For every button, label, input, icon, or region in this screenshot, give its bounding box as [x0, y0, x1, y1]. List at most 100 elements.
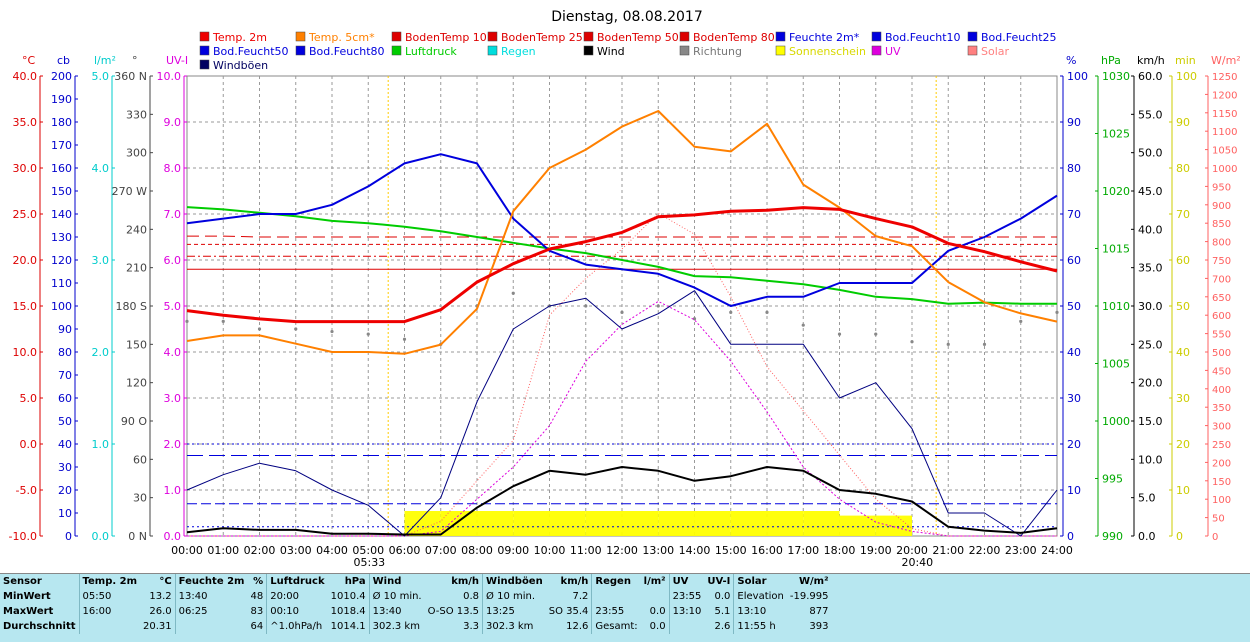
x-tick-label: 00:00 [171, 544, 203, 557]
statistics-cell: Ø 10 min. [482, 589, 546, 604]
richtung-point [656, 304, 660, 308]
x-tick-label: 11:00 [570, 544, 602, 557]
axis-tick-label: 35.0 [13, 116, 38, 129]
legend-swatch [487, 45, 498, 56]
axis-unit: l/m² [94, 54, 116, 67]
uv-series-line [187, 300, 1057, 537]
richtung-point [692, 317, 697, 321]
statistics-cell: 1018.4 [330, 606, 366, 617]
axis-tick-label: 40.0 [1138, 223, 1163, 236]
legend-swatch [967, 31, 978, 42]
richtung-point [982, 342, 987, 346]
sunset-label: 20:40 [901, 556, 933, 569]
legend-label: Regen [501, 45, 536, 58]
x-tick-label: 20:00 [896, 544, 928, 557]
axis-tick-label: 400 [1212, 385, 1231, 396]
x-tick-label: 15:00 [715, 544, 747, 557]
statistics-cell: 2.6 [714, 621, 731, 632]
legend-swatch [679, 31, 690, 42]
statistics-header-cell: Sensor [3, 576, 42, 587]
axis-tick-label: 20 [1176, 438, 1190, 451]
axis-tick-label: 850 [1212, 219, 1231, 230]
statistics-cell: 64 [250, 621, 264, 632]
x-tick-label: 24:00 [1041, 544, 1073, 557]
axis-tick-label: 5.0 [1138, 492, 1156, 505]
axis-tick-label: 190 [51, 93, 72, 106]
feuchte-2m-series-line [186, 153, 1058, 307]
axis-tick-label: 9.0 [164, 116, 182, 129]
x-tick-label: 04:00 [316, 544, 348, 557]
axis-tick-label: 3.0 [164, 392, 182, 405]
legend-swatch [391, 45, 402, 56]
axis-tick-label: 5.0 [20, 392, 38, 405]
legend-label: Windböen [213, 59, 268, 72]
axis-tick-label: 45.0 [1138, 185, 1163, 198]
legend-label: UV [885, 45, 901, 58]
statistics-cell: 16:00 [78, 604, 141, 619]
axis-tick-label: 1150 [1212, 109, 1237, 120]
statistics-cell: 23:55 [668, 589, 705, 604]
axis-tick-label: 100 [51, 300, 72, 313]
axis-tick-label: 40 [1176, 346, 1190, 359]
richtung-point [584, 304, 588, 308]
axis-tick-label: 0 [1067, 530, 1074, 543]
statistics-cell: 0.0 [649, 606, 666, 617]
axis-tick-label: 330 [126, 108, 147, 121]
statistics-cell: 11:55 h [733, 619, 787, 634]
legend-swatch [199, 59, 210, 70]
statistics-header-cell: Temp. 2m [78, 574, 141, 589]
axis-tick-label: 150 [126, 338, 147, 351]
axis-tick-label: 8.0 [164, 162, 182, 175]
legend-swatch [967, 45, 978, 56]
sonnenschein-bar [694, 511, 731, 536]
axis-tick-label: 1000 [1102, 415, 1130, 428]
sonnenschein-bar [404, 511, 441, 536]
axis-tick-label: 20.0 [13, 254, 38, 267]
axis-tick-label: 90 [1067, 116, 1081, 129]
richtung-point [765, 310, 769, 314]
richtung-point [801, 323, 805, 327]
axis-tick-label: 1005 [1102, 358, 1130, 371]
axis-unit: min [1175, 54, 1196, 67]
axis-tick-label: 50.0 [1138, 147, 1163, 160]
axis-tick-label: 0 N [128, 530, 147, 543]
legend-swatch [583, 31, 594, 42]
legend-label: Bod.Feucht25 [981, 31, 1057, 44]
axis-tick-label: 130 [51, 231, 72, 244]
axis-tick-label: 20 [58, 484, 72, 497]
legend-label: BodenTemp 50 [597, 31, 679, 44]
weather-chart: Dienstag, 08.08.2017 Temp. 2m Temp. 5cm* B… [8, 9, 1241, 569]
statistics-header-cell: UV-I [707, 576, 731, 587]
axis-tick-label: 1030 [1102, 70, 1130, 83]
axis-tick-label: 1.0 [92, 438, 110, 451]
axis-unit: UV-I [166, 54, 188, 67]
legend-swatch [199, 31, 210, 42]
statistics-cell [641, 589, 669, 604]
axis-unit: km/h [1137, 54, 1165, 67]
statistics-cell: 20:00 [266, 589, 328, 604]
axis-tick-label: 25.0 [13, 208, 38, 221]
axis-unit: ° [132, 54, 138, 67]
axis-tick-label: 550 [1212, 330, 1231, 341]
axis-tick-label: 80 [1067, 162, 1081, 175]
richtung-point [330, 329, 334, 334]
statistics-cell: 20.31 [143, 621, 172, 632]
x-tick-label: 09:00 [497, 544, 529, 557]
statistics-cell: MaxWert [3, 606, 54, 617]
statistics-cell [174, 619, 248, 634]
axis-tick-label: 40.0 [13, 70, 38, 83]
x-tick-label: 18:00 [824, 544, 856, 557]
richtung-point [511, 291, 515, 295]
statistics-cell: 1010.4 [330, 591, 366, 602]
statistics-cell: 1014.1 [330, 621, 366, 632]
axis-tick-label: 5.0 [92, 70, 110, 83]
richtung-point [402, 337, 407, 341]
axis-tick-label: 0 [65, 530, 72, 543]
richtung-point [294, 327, 298, 331]
axis-tick-label: 100 [1176, 70, 1197, 83]
x-tick-label: 06:00 [389, 544, 421, 557]
legend-label: Bod.Feucht10 [885, 31, 961, 44]
axis-tick-label: 250 [1212, 440, 1231, 451]
axis-tick-label: 650 [1212, 293, 1231, 304]
x-tick-label: 05:00 [352, 544, 384, 557]
